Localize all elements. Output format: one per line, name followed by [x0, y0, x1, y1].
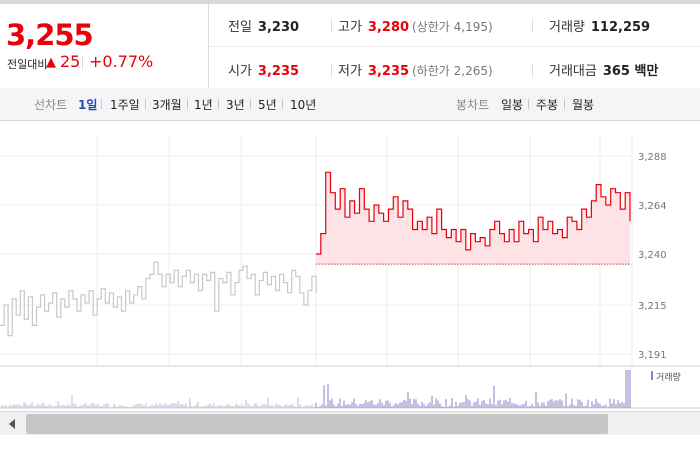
today-fill-area	[316, 172, 630, 265]
stat-divider	[532, 19, 533, 33]
current-price: 3,255	[6, 18, 94, 52]
volume-value: 112,259	[590, 20, 651, 35]
summary-row-divider	[209, 46, 700, 47]
tab-separator	[564, 99, 565, 109]
low-stat: 저가 3,235 (하한가 2,265)	[338, 60, 493, 79]
y-tick-label: 3,191	[638, 350, 667, 361]
chart-scrollbar[interactable]	[0, 411, 700, 436]
change-amount: 25	[60, 52, 81, 71]
tab-separator	[250, 99, 251, 109]
above-reference-fill	[316, 172, 630, 265]
high-stat: 고가 3,280 (상한가 4,195)	[338, 16, 493, 35]
prev-close-label: 전일	[228, 20, 252, 35]
volume-bars	[1, 370, 631, 408]
caret-left-icon	[9, 419, 15, 429]
intraday-chart: 3,288 3,264 3,240 3,215 3,191 거래량	[0, 121, 700, 411]
tab-daily-candle[interactable]: 일봉	[501, 98, 524, 112]
high-value: 3,280	[367, 20, 410, 35]
y-axis-ticks: 3,288 3,264 3,240 3,215 3,191	[638, 152, 667, 361]
tab-1week[interactable]: 1주일	[110, 98, 140, 112]
current-price-box: 3,255 전일대비 ▲ 25 +0.77%	[0, 4, 209, 88]
trade-value-stat: 거래대금 365 백만	[549, 60, 658, 79]
tab-separator	[101, 99, 102, 109]
tab-3month[interactable]: 3개월	[152, 98, 182, 112]
tab-monthly-candle[interactable]: 월봉	[572, 98, 595, 112]
change-divider	[82, 56, 83, 70]
chart-grid	[0, 136, 700, 409]
scroll-left-button[interactable]	[0, 412, 24, 436]
chart-svg: 3,288 3,264 3,240 3,215 3,191 거래량	[0, 136, 700, 409]
volume-stat: 거래량 112,259	[549, 16, 650, 35]
open-value: 3,235	[257, 64, 300, 79]
stat-divider	[532, 63, 533, 77]
trade-value-value: 365 백만	[602, 64, 659, 79]
open-label: 시가	[228, 64, 252, 79]
change-rate: +0.77%	[89, 52, 154, 71]
tab-1year[interactable]: 1년	[194, 98, 213, 112]
y-tick-label: 3,288	[638, 152, 667, 163]
candle-chart-label: 봉차트	[456, 98, 490, 112]
change-label: 전일대비	[7, 58, 48, 71]
open-stat: 시가 3,235	[228, 60, 299, 79]
tab-separator	[528, 99, 529, 109]
tab-separator	[187, 99, 188, 109]
volume-legend-label: 거래량	[656, 371, 681, 383]
high-label: 고가	[338, 20, 362, 35]
upper-limit: (상한가 4,195)	[412, 20, 493, 34]
today-price-line	[316, 171, 631, 255]
y-tick-label: 3,215	[638, 301, 667, 312]
tab-5year[interactable]: 5년	[258, 98, 277, 112]
low-label: 저가	[338, 64, 362, 79]
low-value: 3,235	[367, 64, 410, 79]
price-lines	[0, 171, 631, 337]
bottom-border	[0, 435, 700, 450]
volume-label: 거래량	[549, 20, 585, 35]
tab-separator	[282, 99, 283, 109]
tab-1day[interactable]: 1일	[78, 98, 98, 112]
trade-value-label: 거래대금	[549, 64, 597, 79]
tab-10year[interactable]: 10년	[290, 98, 317, 112]
tab-3year[interactable]: 3년	[226, 98, 245, 112]
tab-weekly-candle[interactable]: 주봉	[536, 98, 559, 112]
stat-divider	[331, 19, 332, 33]
prev-close-value: 3,230	[257, 20, 300, 35]
volume-legend-swatch	[651, 371, 653, 380]
scrollbar-thumb[interactable]	[26, 414, 608, 434]
tab-separator	[218, 99, 219, 109]
lower-limit: (하한가 2,265)	[412, 64, 493, 78]
y-tick-label: 3,240	[638, 250, 667, 261]
prev-close-stat: 전일 3,230	[228, 16, 299, 35]
y-tick-label: 3,264	[638, 201, 667, 212]
top-border	[0, 0, 700, 4]
tab-separator	[145, 99, 146, 109]
chart-period-tabs: 선차트 1일 1주일 3개월 1년 3년 5년 10년 봉차트 일봉 주봉 월봉	[0, 88, 700, 121]
line-chart-label: 선차트	[34, 98, 68, 112]
prev-day-price-line	[0, 261, 317, 337]
stat-divider	[331, 63, 332, 77]
price-summary: 3,255 전일대비 ▲ 25 +0.77% 전일 3,230 고가 3,280 (상…	[0, 4, 700, 89]
up-triangle-icon: ▲	[46, 55, 56, 70]
